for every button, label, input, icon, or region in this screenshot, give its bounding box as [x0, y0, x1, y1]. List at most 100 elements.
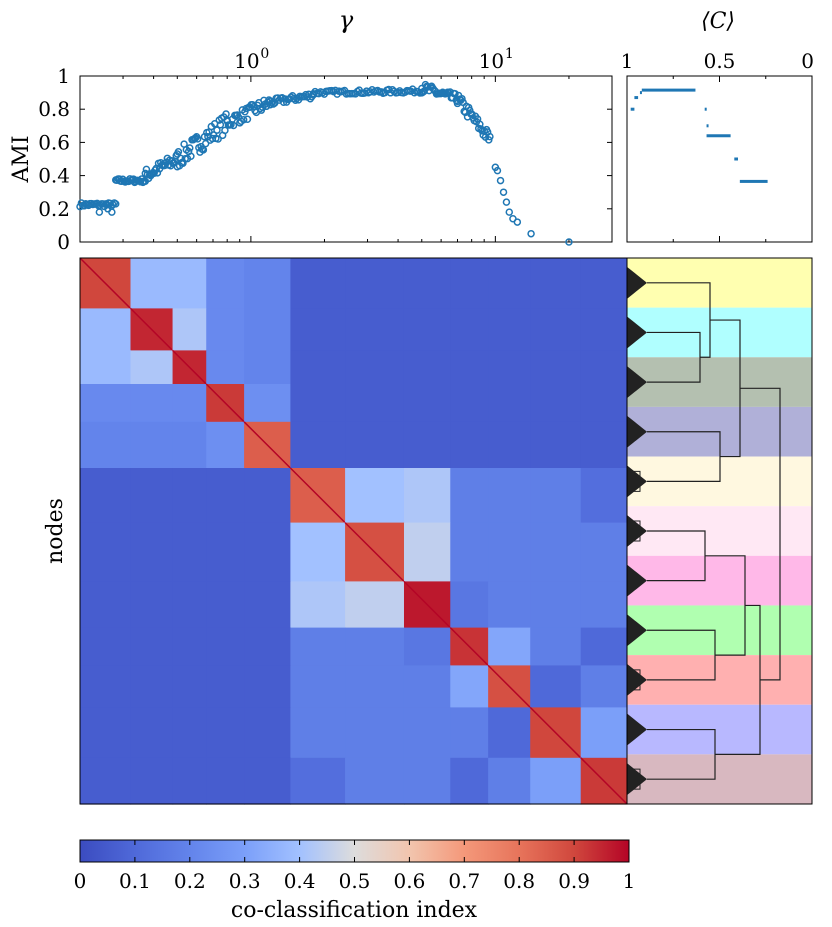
ami-point [193, 135, 202, 143]
ami-points [76, 80, 573, 246]
heatmap-cell [206, 258, 245, 309]
heatmap-cell [206, 468, 245, 524]
ami-point [565, 238, 573, 246]
ami-point [186, 144, 194, 152]
heatmap-cell [580, 258, 628, 309]
heatmap-cell [345, 707, 405, 759]
heatmap-cell [130, 384, 174, 423]
heatmap-cell [580, 522, 628, 582]
heatmap-cell [244, 384, 291, 423]
heatmap-diagonal [449, 627, 489, 666]
heatmap-diagonal [529, 706, 582, 759]
heatmap-cell [345, 757, 405, 805]
heatmap-cell [290, 421, 346, 469]
c-tick-label: 1 [621, 49, 634, 73]
colorbar-label: co-classification index [231, 898, 478, 923]
colorbar-tick-label: 0.9 [558, 869, 590, 893]
heatmap-cell [172, 627, 207, 666]
c-tick-label: 0.5 [704, 49, 736, 73]
ami-point [499, 188, 508, 196]
heatmap-cell [290, 522, 346, 582]
heatmap-cell [80, 665, 132, 708]
heatmap-cell [130, 627, 174, 666]
dendrogram-leaf [627, 415, 647, 448]
heatmap-cell [172, 468, 207, 524]
heatmap-cell [488, 468, 531, 524]
dendrogram-leaf [627, 266, 647, 299]
heatmap-cell [244, 665, 291, 708]
heatmap-cell [488, 627, 531, 666]
heatmap-cell [80, 350, 132, 385]
dendrogram-leaf [627, 515, 647, 547]
heatmap-cell [450, 757, 489, 805]
heatmap-cell [345, 384, 405, 423]
heatmap-cell [206, 522, 245, 582]
heatmap-cell [290, 581, 346, 629]
ami-point [199, 146, 208, 154]
heatmap-cell [80, 384, 132, 423]
dendrogram-frame [626, 257, 813, 805]
c-x-ticks: 1 0.5 0 [621, 49, 814, 242]
ami-point [221, 126, 229, 135]
colorbar-tick-label: 0.8 [503, 869, 535, 893]
dendrogram-leaf [627, 713, 647, 746]
ami-point [527, 229, 535, 238]
heatmap-cell [345, 308, 405, 351]
heatmap-cell [206, 308, 245, 351]
dendrogram [626, 257, 813, 805]
ami-point [496, 176, 505, 185]
heatmap-cell [80, 581, 132, 629]
dendrogram-leaf [627, 614, 647, 647]
heatmap-cell [345, 350, 405, 385]
heatmap-cell [130, 665, 174, 708]
heatmap-cell [80, 468, 132, 524]
dendrogram-subleaf [627, 520, 641, 542]
heatmap-cell [244, 627, 291, 666]
heatmap-cell [530, 258, 582, 309]
heatmap-cell [290, 350, 346, 385]
ami-point [104, 205, 112, 213]
heatmap-cell [403, 258, 451, 309]
heatmap-diagonal [403, 580, 451, 629]
dendrogram-subleaf [627, 768, 641, 790]
ami-point [513, 218, 522, 226]
gamma-tick-label: 10 [479, 49, 504, 73]
heatmap-diagonal [289, 467, 346, 524]
heatmap-cell [80, 707, 132, 759]
c-segment [706, 134, 731, 138]
heatmap-cell [403, 384, 451, 423]
heatmap-cell [403, 308, 451, 351]
heatmap-cell [580, 421, 628, 469]
heatmap-diagonal [129, 307, 174, 351]
heatmap-cell [530, 421, 582, 469]
ami-point [187, 152, 195, 161]
heatmap-cell [130, 258, 174, 309]
colorbar-ticks: 0 0.1 0.2 0.3 0.4 0.5 0.6 0.7 0.8 0.9 1 [74, 840, 635, 893]
ami-ytick-label: 0.6 [38, 130, 70, 154]
heatmap-cell [488, 522, 531, 582]
heatmap-cell [172, 757, 207, 805]
ami-y-ticks: 0 0.2 0.4 0.6 0.8 1 [38, 64, 612, 254]
heatmap-cell [530, 468, 582, 524]
heatmap-cell [345, 421, 405, 469]
heatmap-cell [244, 581, 291, 629]
heatmap-cell [403, 757, 451, 805]
heatmap-cell [290, 384, 346, 423]
dendrogram-leaf [627, 366, 647, 399]
heatmap-cell [244, 350, 291, 385]
nodes-axis-label: nodes [43, 498, 68, 564]
gamma-axis-title: γ [339, 6, 354, 34]
heatmap-cell [80, 522, 132, 582]
heatmap-cell [290, 627, 346, 666]
c-points [630, 88, 768, 183]
ami-ytick-label: 1 [57, 64, 70, 88]
ami-point [213, 126, 221, 134]
heatmap-cell [244, 707, 291, 759]
heatmap-diagonal [79, 257, 132, 309]
colorbar-tick-label: 0.6 [393, 869, 425, 893]
dendrogram-subleaf [627, 470, 641, 492]
ami-plot-frame [79, 75, 613, 243]
c-segment [630, 107, 635, 111]
heatmap-cell [290, 757, 346, 805]
heatmap-cell [580, 707, 628, 759]
